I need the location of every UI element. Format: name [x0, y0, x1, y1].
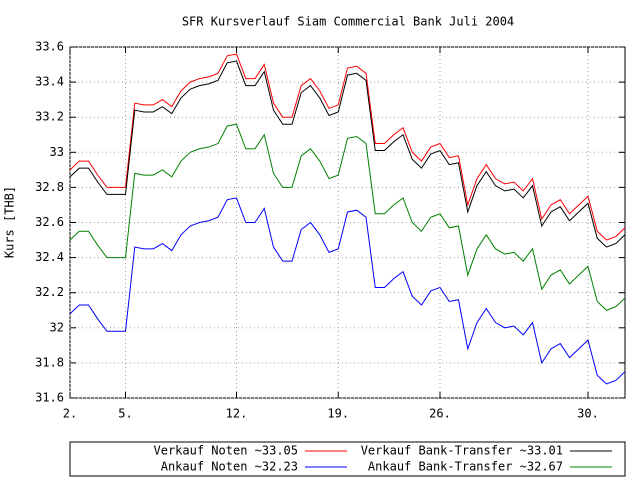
x-tick-label: 5.: [118, 407, 132, 421]
y-tick-label: 32.8: [35, 180, 64, 194]
x-tick-label: 12.: [226, 407, 248, 421]
x-tick-label: 30.: [577, 407, 599, 421]
y-tick-label: 33.2: [35, 110, 64, 124]
x-tick-label: 2.: [63, 407, 77, 421]
series-line: [69, 60, 626, 248]
y-tick-label: 32.2: [35, 285, 64, 299]
y-axis-label: Kurs [THB]: [3, 186, 17, 258]
x-tick-label: 26.: [429, 407, 451, 421]
series-line: [69, 53, 626, 241]
y-tick-label: 32: [50, 320, 64, 334]
series-line: [69, 123, 626, 311]
legend-label: Verkauf Noten ~33.05: [154, 444, 299, 458]
x-tick-label: 19.: [327, 407, 349, 421]
legend-box: [69, 441, 626, 477]
chart-title: SFR Kursverlauf Siam Commercial Bank Jul…: [182, 15, 514, 29]
y-tick-label: 33: [50, 145, 64, 159]
y-tick-label: 31.6: [35, 391, 64, 405]
y-tick-label: 32.4: [35, 250, 64, 264]
legend-label: Verkauf Bank-Transfer ~33.01: [361, 444, 563, 458]
plot-frame: [69, 46, 626, 399]
y-tick-label: 33.4: [35, 75, 64, 89]
y-tick-label: 32.6: [35, 215, 64, 229]
y-tick-label: 33.6: [35, 40, 64, 54]
y-tick-label: 31.8: [35, 355, 64, 369]
legend-label: Ankauf Bank-Transfer ~32.67: [368, 460, 563, 474]
series-line: [69, 197, 626, 385]
legend-label: Ankauf Noten ~32.23: [161, 460, 298, 474]
